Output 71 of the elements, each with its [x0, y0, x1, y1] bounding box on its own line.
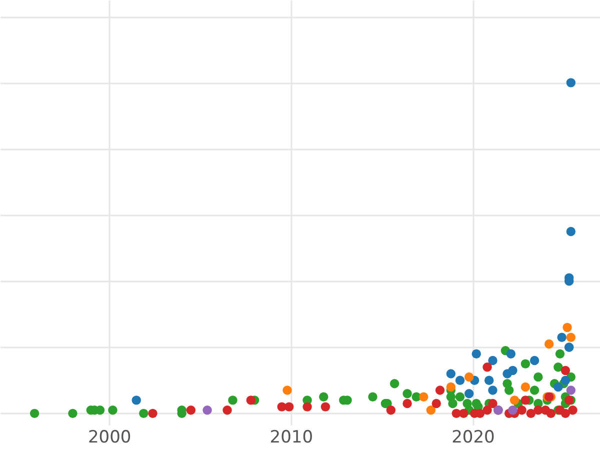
point	[368, 392, 378, 402]
point	[472, 349, 481, 358]
point	[555, 349, 565, 358]
point	[432, 398, 441, 408]
point	[488, 356, 498, 366]
point	[448, 398, 458, 408]
point	[534, 372, 543, 382]
point	[228, 396, 238, 405]
x-tick-label: 2010	[270, 428, 314, 448]
point	[560, 408, 570, 418]
point	[186, 406, 196, 415]
point	[148, 408, 158, 418]
point	[554, 362, 563, 372]
point	[132, 396, 141, 405]
point	[302, 402, 312, 412]
point	[546, 408, 556, 418]
point	[464, 372, 474, 382]
point	[30, 408, 40, 418]
point	[520, 382, 530, 392]
point	[520, 396, 530, 405]
point	[419, 392, 428, 402]
point	[402, 398, 412, 408]
point	[446, 382, 456, 392]
point	[568, 406, 578, 415]
point	[517, 406, 526, 415]
point	[68, 408, 78, 418]
point	[508, 366, 518, 376]
x-tick-label: 2000	[88, 428, 132, 448]
point	[562, 322, 572, 332]
point	[566, 386, 576, 395]
point	[488, 386, 498, 395]
point	[222, 406, 232, 415]
point	[319, 392, 328, 402]
point	[508, 406, 518, 415]
point	[484, 376, 494, 385]
point	[566, 332, 576, 342]
point	[426, 406, 436, 415]
point	[284, 402, 294, 412]
point	[488, 398, 498, 408]
point	[139, 408, 148, 418]
point	[566, 226, 576, 236]
point	[544, 339, 554, 349]
point	[320, 402, 330, 412]
point	[504, 386, 514, 395]
point	[482, 406, 492, 415]
point	[202, 406, 212, 415]
x-tick-label: 2020	[452, 428, 495, 448]
point	[390, 379, 400, 388]
point	[520, 359, 530, 368]
point	[459, 408, 468, 418]
point	[464, 388, 474, 398]
point	[560, 366, 570, 376]
point	[566, 78, 576, 88]
point	[510, 396, 520, 405]
point	[435, 386, 445, 395]
point	[455, 376, 465, 385]
point	[446, 369, 456, 378]
point	[530, 356, 540, 366]
point	[506, 349, 516, 358]
point	[530, 386, 540, 395]
point	[557, 332, 566, 342]
point	[386, 406, 396, 415]
point	[560, 376, 570, 385]
point	[108, 406, 118, 415]
point	[455, 392, 465, 402]
point	[554, 382, 563, 392]
point	[482, 362, 492, 372]
point	[526, 408, 536, 418]
point	[402, 388, 412, 398]
point	[246, 396, 256, 405]
point	[282, 386, 292, 395]
